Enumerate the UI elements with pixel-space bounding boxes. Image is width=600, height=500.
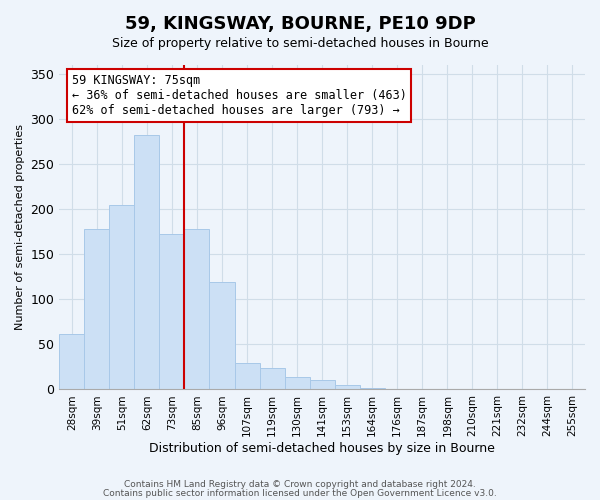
Text: Contains HM Land Registry data © Crown copyright and database right 2024.: Contains HM Land Registry data © Crown c… <box>124 480 476 489</box>
Bar <box>235 364 260 390</box>
Bar <box>134 136 160 390</box>
Text: 59, KINGSWAY, BOURNE, PE10 9DP: 59, KINGSWAY, BOURNE, PE10 9DP <box>125 15 475 33</box>
Y-axis label: Number of semi-detached properties: Number of semi-detached properties <box>15 124 25 330</box>
Bar <box>310 380 335 390</box>
X-axis label: Distribution of semi-detached houses by size in Bourne: Distribution of semi-detached houses by … <box>149 442 495 455</box>
Bar <box>109 204 134 390</box>
Text: Size of property relative to semi-detached houses in Bourne: Size of property relative to semi-detach… <box>112 38 488 51</box>
Bar <box>160 234 184 390</box>
Bar <box>59 334 85 390</box>
Text: Contains public sector information licensed under the Open Government Licence v3: Contains public sector information licen… <box>103 490 497 498</box>
Bar <box>260 368 284 390</box>
Bar <box>184 229 209 390</box>
Text: 59 KINGSWAY: 75sqm
← 36% of semi-detached houses are smaller (463)
62% of semi-d: 59 KINGSWAY: 75sqm ← 36% of semi-detache… <box>72 74 407 117</box>
Bar <box>85 229 109 390</box>
Bar <box>359 388 385 390</box>
Bar <box>335 385 359 390</box>
Bar <box>284 377 310 390</box>
Bar <box>209 282 235 390</box>
